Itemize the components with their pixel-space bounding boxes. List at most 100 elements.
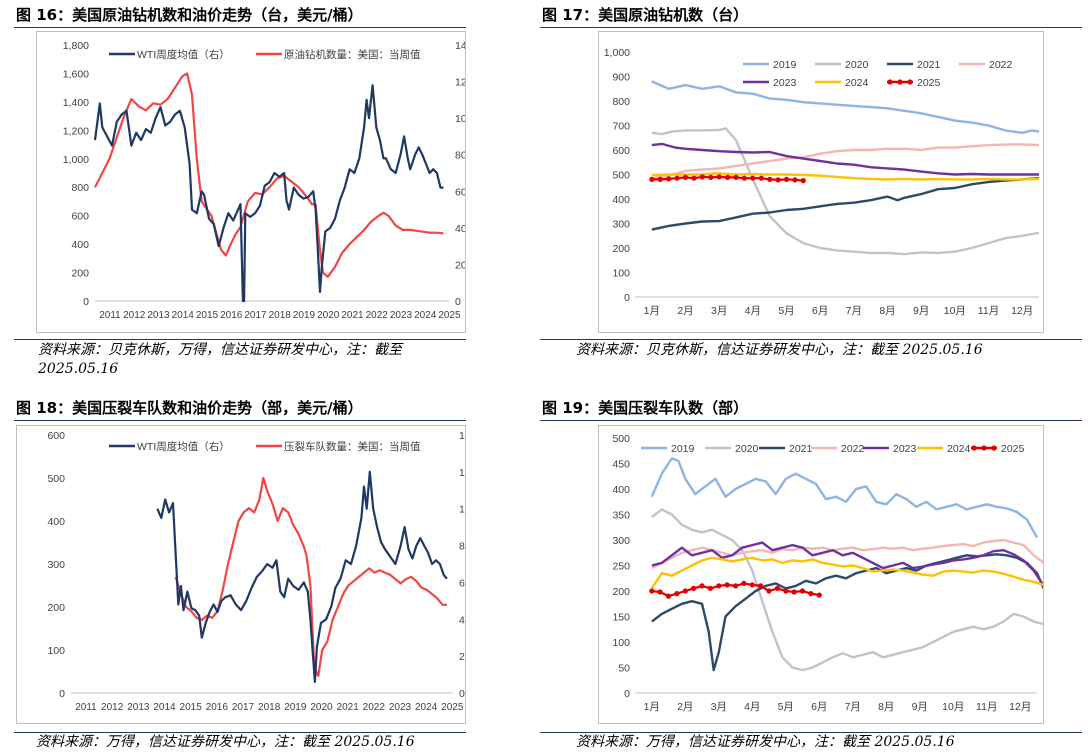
left-axis-tick-label: 600 (71, 211, 89, 223)
series-point-2025 (724, 582, 730, 588)
x-axis-tick-label: 5月 (778, 305, 794, 317)
figure-17-title: 图 17：美国原油钻机数（台） (542, 6, 749, 24)
series-point-2025 (741, 580, 747, 586)
left-axis-tick-label: 400 (71, 239, 89, 251)
x-axis-tick-label: 2022 (366, 310, 389, 321)
x-axis-tick-label: 2011 (99, 310, 121, 321)
series-point-2025 (800, 178, 806, 184)
series-point-2025 (750, 175, 756, 181)
series-line-count (174, 476, 447, 677)
legend-marker-2025 (897, 79, 903, 85)
figure-19-source: 资料来源：万得，信达证券研发中心，注：截至 2025.05.16 (576, 734, 955, 750)
x-axis-tick-label: 4月 (744, 701, 760, 713)
right-axis-tick-label: 100 (455, 113, 465, 125)
right-axis-tick-label: 80 (459, 541, 465, 553)
legend-label-2019: 2019 (671, 443, 695, 455)
series-point-2025 (758, 175, 764, 181)
x-axis-tick-label: 2011 (75, 702, 97, 713)
series-point-2025 (691, 585, 697, 591)
right-axis-tick-label: 60 (455, 186, 465, 198)
left-axis-tick-label: 1,600 (63, 68, 89, 80)
x-axis-tick-label: 2020 (317, 310, 340, 321)
series-point-2025 (691, 175, 697, 181)
x-axis-tick-label: 2020 (310, 702, 333, 713)
left-axis-tick-label: 300 (47, 559, 65, 571)
series-point-2025 (774, 585, 780, 591)
right-axis-tick-label: 80 (455, 150, 465, 162)
figure-16-title: 图 16：美国原油钻机数和油价走势（台，美元/桶） (16, 6, 363, 24)
x-axis-tick-label: 2017 (244, 310, 267, 321)
legend-label-2025: 2025 (917, 77, 941, 89)
series-point-2025 (799, 588, 806, 594)
right-axis-tick-label: 120 (459, 467, 465, 479)
x-axis-tick-label: 12月 (1011, 305, 1033, 317)
figure-19-title-rule (540, 420, 1082, 421)
figure-16-source: 资料来源：贝克休斯，万得，信达证券研发中心，注：截至2025.05.16 (38, 342, 402, 377)
legend-label: 压裂车队数量：美国：当周值 (284, 440, 421, 453)
series-point-2025 (665, 593, 672, 599)
x-axis-tick-label: 7月 (846, 305, 862, 317)
figure-18-title: 图 18：美国压裂车队数和油价走势（部，美元/桶） (16, 399, 363, 417)
x-axis-tick-label: 2018 (269, 310, 292, 321)
series-line-2019 (650, 457, 1039, 539)
series-line-2024 (650, 556, 1043, 590)
right-axis-tick-label: 40 (455, 223, 465, 235)
x-axis-tick-label: 2018 (258, 702, 281, 713)
x-axis-tick-label: 2022 (363, 702, 386, 713)
x-axis-tick-label: 6月 (811, 701, 827, 713)
x-axis-tick-label: 2019 (293, 310, 316, 321)
x-axis-tick-label: 8月 (879, 305, 895, 317)
legend-label: WTI周度均值（右） (137, 48, 230, 61)
figure-19-frame: 0 50 100 150 200 250 300 350 400 450 500 1月 2月 3月 4月 5月… (598, 425, 1044, 724)
series-point-2025 (775, 177, 781, 183)
y-axis-tick-label: 350 (612, 510, 630, 522)
series-point-2025 (725, 174, 731, 180)
y-axis-tick-label: 0 (624, 292, 630, 304)
left-axis-tick-label: 600 (47, 430, 65, 442)
left-axis-tick-label: 800 (71, 182, 89, 194)
series-point-2025 (666, 176, 672, 182)
right-axis-tick-label: 100 (459, 504, 465, 516)
x-axis-tick-label: 2024 (415, 702, 438, 713)
series-point-2025 (657, 176, 663, 182)
y-axis-tick-label: 500 (612, 433, 630, 445)
figure-19-title: 图 19：美国压裂车队数（部） (542, 399, 749, 417)
legend-label-2020: 2020 (735, 443, 759, 455)
y-axis-tick-label: 800 (612, 96, 630, 108)
series-point-2025 (758, 583, 764, 589)
figure-17-source: 资料来源：贝克休斯，信达证券研发中心，注：截至 2025.05.16 (576, 342, 983, 358)
x-axis-tick-label: 2012 (123, 310, 146, 321)
x-axis-tick-label: 11月 (978, 305, 999, 317)
y-axis-tick-label: 50 (618, 663, 630, 675)
figure-18-source: 资料来源：万得，信达证券研发中心，注：截至 2025.05.16 (36, 734, 415, 750)
right-axis-tick-label: 20 (459, 651, 465, 663)
series-line-2019 (651, 80, 1040, 134)
series-line-2020 (651, 127, 1040, 256)
x-axis-tick-label: 2021 (341, 310, 364, 321)
x-axis-tick-label: 10月 (942, 701, 964, 713)
y-axis-tick-label: 900 (612, 72, 630, 84)
y-axis-tick-label: 150 (612, 612, 630, 624)
legend-label-2024: 2024 (947, 443, 971, 455)
legend-marker-2025 (907, 79, 913, 85)
legend-label-2023: 2023 (893, 443, 917, 455)
x-axis-tick-label: 1月 (644, 701, 660, 713)
legend-label-2020: 2020 (845, 59, 869, 71)
x-axis-tick-label: 11月 (976, 701, 997, 713)
left-axis-tick-label: 400 (47, 516, 65, 528)
figure-16-title-rule (14, 27, 466, 28)
series-point-2025 (732, 583, 739, 589)
x-axis-tick-label: 2016 (220, 310, 243, 321)
x-axis-tick-label: 2019 (284, 702, 307, 713)
series-point-2025 (682, 588, 688, 594)
series-point-2025 (649, 176, 655, 182)
y-axis-tick-label: 300 (612, 219, 630, 231)
left-axis-tick-label: 1,800 (63, 40, 89, 52)
left-axis-tick-label: 200 (71, 268, 89, 280)
figure-18-title-rule (14, 420, 466, 421)
figure-18-chart: 0 100 200 300 400 500 600 0 20 40 60 80 100 120 140 201… (47, 430, 465, 713)
series-point-2025 (708, 174, 714, 180)
x-axis-tick-label: 2014 (172, 310, 195, 321)
x-axis-tick-label: 9月 (912, 701, 928, 713)
series-point-2025 (657, 589, 663, 595)
